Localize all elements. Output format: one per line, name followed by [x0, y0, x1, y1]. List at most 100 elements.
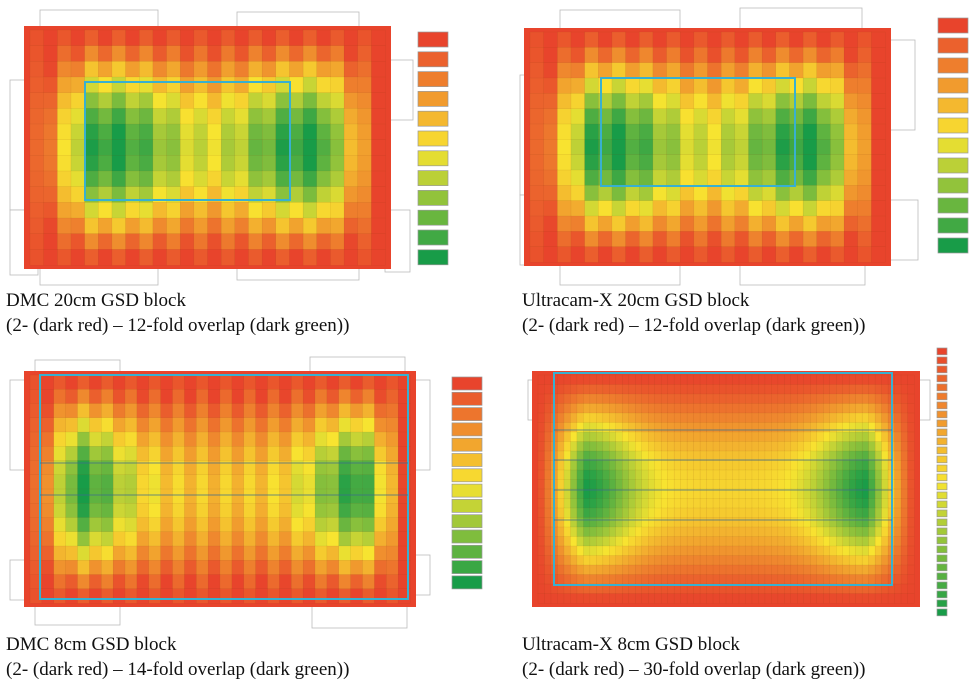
overlap-cell [326, 403, 340, 419]
overlap-cell [374, 588, 387, 604]
overlap-cell [570, 403, 578, 414]
overlap-cell [868, 564, 876, 576]
overlap-cell [751, 498, 759, 509]
overlap-cell [855, 384, 863, 395]
overlap-cell [160, 560, 174, 576]
overlap-cell [836, 526, 844, 538]
overlap-cell [810, 593, 818, 604]
overlap-cell [374, 503, 387, 519]
overlap-cell [635, 517, 643, 528]
overlap-cell [693, 246, 709, 263]
overlap-cell [712, 422, 721, 433]
overlap-cell [70, 123, 86, 141]
overlap-cell [719, 555, 727, 566]
overlap-cell [652, 246, 668, 263]
overlap-cell [660, 412, 669, 424]
overlap-cell [907, 545, 915, 557]
overlap-cell [41, 431, 55, 447]
overlap-cell [693, 231, 709, 248]
overlap-cell [652, 139, 668, 156]
overlap-cell [598, 47, 613, 64]
overlap-cell [641, 412, 649, 424]
overlap-cell [70, 108, 86, 125]
overlap-cell [667, 450, 675, 462]
overlap-cell [291, 417, 304, 433]
overlap-cell [732, 498, 740, 509]
overlap-cell [707, 77, 722, 94]
overlap-cell [823, 393, 831, 405]
overlap-cell [907, 574, 915, 585]
overlap-cell [615, 545, 623, 557]
overlap-cell [679, 139, 695, 156]
overlap-cell [29, 45, 45, 62]
overlap-cell [184, 474, 197, 490]
caption-title: Ultracam-X 20cm GSD block [522, 290, 750, 311]
overlap-cell [732, 450, 740, 462]
overlap-cell [829, 412, 837, 424]
overlap-cell [65, 446, 79, 462]
overlap-cell [231, 474, 245, 490]
overlap-cell [43, 217, 58, 235]
overlap-cell [829, 450, 837, 462]
overlap-cell [243, 560, 257, 576]
overlap-cell [712, 460, 721, 471]
overlap-cell [855, 441, 863, 452]
overlap-cell [374, 389, 387, 405]
overlap-cell [125, 139, 140, 156]
overlap-cell [639, 123, 654, 140]
overlap-cell [362, 574, 375, 590]
overlap-cell [98, 170, 113, 188]
overlap-cell [777, 593, 785, 604]
overlap-cell [29, 217, 45, 235]
overlap-cell [302, 155, 318, 172]
overlap-cell [231, 374, 245, 390]
overlap-cell [712, 393, 721, 405]
overlap-cell [589, 469, 597, 481]
overlap-cell [386, 560, 399, 576]
overlap-cell [894, 374, 902, 386]
overlap-cell [602, 460, 610, 471]
overlap-cell [881, 564, 889, 576]
overlap-cell [609, 403, 617, 414]
overlap-cell [719, 545, 727, 557]
overlap-cell [803, 498, 811, 509]
overlap-cell [220, 76, 236, 94]
overlap-cell [589, 441, 597, 452]
overlap-cell [836, 431, 844, 443]
overlap-cell [70, 76, 86, 94]
overlap-cell [357, 92, 372, 109]
overlap-cell [343, 123, 359, 141]
overlap-cell [894, 555, 902, 566]
overlap-cell [615, 469, 623, 481]
overlap-cell [557, 185, 572, 202]
overlap-cell [84, 202, 99, 219]
overlap-cell [101, 417, 114, 433]
overlap-cell [537, 555, 545, 566]
overlap-cell [267, 588, 280, 604]
overlap-cell [589, 555, 597, 566]
overlap-cell [861, 526, 870, 538]
overlap-cell [652, 31, 668, 48]
overlap-cell [330, 170, 345, 188]
overlap-cell [41, 446, 55, 462]
overlap-cell [70, 45, 86, 62]
overlap-cell [609, 593, 617, 604]
overlap-cell [166, 170, 181, 188]
overlap-cell [84, 249, 99, 266]
overlap-cell [29, 155, 45, 172]
overlap-cell [803, 460, 811, 471]
overlap-cell [775, 185, 790, 202]
overlap-cell [255, 503, 269, 519]
overlap-cell [802, 200, 818, 217]
overlap-cell [184, 431, 197, 447]
overlap-cell [784, 545, 792, 557]
overlap-cell [628, 431, 636, 443]
overlap-cell [699, 555, 708, 566]
overlap-cell [734, 246, 749, 263]
overlap-cell [738, 384, 746, 395]
overlap-cell [231, 545, 245, 561]
overlap-cell [172, 560, 185, 576]
overlap-cell [589, 393, 597, 405]
overlap-cell [900, 488, 909, 500]
overlap-cell [41, 417, 55, 433]
